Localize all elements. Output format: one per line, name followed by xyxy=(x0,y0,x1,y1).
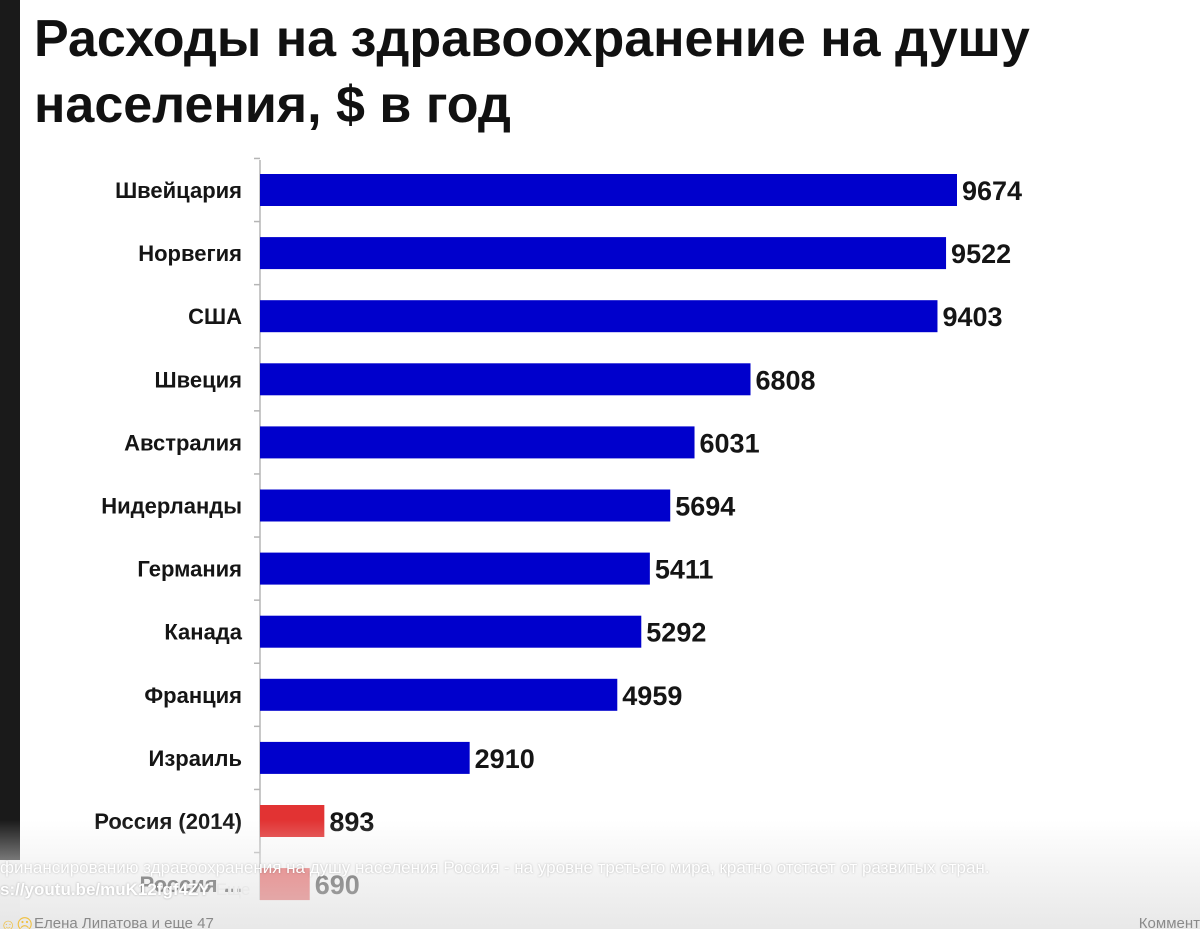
more-link[interactable]: Еще xyxy=(215,880,251,899)
bar xyxy=(260,489,671,522)
data-label: 9674 xyxy=(962,176,1022,206)
reactions-bar: ☺☹ Елена Липатова и еще 47 Коммент xyxy=(0,915,1200,929)
bar xyxy=(260,615,642,648)
video-link[interactable]: s://youtu.be/muK12fgf4ZY xyxy=(0,880,210,899)
data-label: 5292 xyxy=(646,618,706,648)
post-overlay xyxy=(0,820,1200,929)
video-left-edge xyxy=(0,0,20,860)
category-label: Германия xyxy=(137,557,242,582)
data-label: 2910 xyxy=(475,744,535,774)
bar-chart: Швейцария 9674 Норвегия 9522 США 9403 Швеция 68… xyxy=(94,157,1022,901)
category-label: Израиль xyxy=(149,746,242,771)
bar xyxy=(260,174,957,206)
bar xyxy=(260,678,618,711)
category-label: Швейцария xyxy=(115,178,242,203)
reaction-emoji-icon[interactable]: ☺☹ xyxy=(0,917,34,929)
data-label: 6808 xyxy=(756,365,816,395)
chart-title: Расходы на здравоохранение на душу насел… xyxy=(34,10,1030,134)
data-label: 4959 xyxy=(622,681,682,711)
bar xyxy=(260,741,470,774)
data-label: 5694 xyxy=(675,492,735,522)
category-label: США xyxy=(188,304,242,329)
comments-link[interactable]: Коммент xyxy=(1138,915,1200,929)
category-label: Нидерланды xyxy=(101,494,242,519)
bar xyxy=(260,426,695,459)
data-label: 9403 xyxy=(942,302,1002,332)
data-label: 9522 xyxy=(951,239,1011,269)
bar xyxy=(260,363,751,396)
bar xyxy=(260,237,947,270)
chart-slide: Расходы на здравоохранение на душу насел… xyxy=(20,0,1200,929)
post-link-line: s://youtu.be/muK12fgf4ZY Еще xyxy=(0,880,250,900)
data-label: 6031 xyxy=(700,428,760,458)
category-label: Канада xyxy=(164,620,242,645)
likes-count[interactable]: Елена Липатова и еще 47 xyxy=(34,915,214,929)
category-label: Швеция xyxy=(155,367,242,392)
bar xyxy=(260,552,650,585)
post-caption: финансированию здравоохранения на душу н… xyxy=(0,858,990,877)
category-label: Австралия xyxy=(124,430,242,455)
category-label: Норвегия xyxy=(138,241,242,266)
bar xyxy=(260,300,938,333)
category-label: Франция xyxy=(144,683,242,708)
data-label: 5411 xyxy=(655,555,714,585)
